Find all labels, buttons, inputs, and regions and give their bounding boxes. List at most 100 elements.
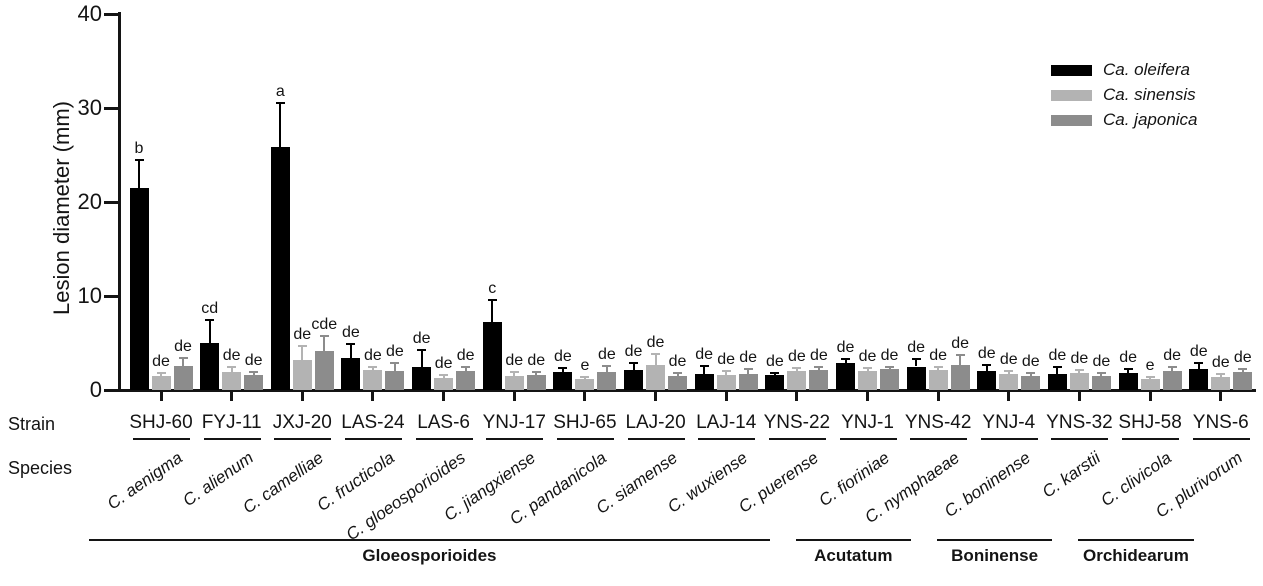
error-bar-stem bbox=[138, 159, 140, 188]
strain-underline bbox=[203, 438, 261, 440]
error-bar-cap bbox=[1074, 369, 1084, 372]
error-bar-stem bbox=[959, 355, 962, 365]
significance-letter: de bbox=[1070, 350, 1089, 368]
strain-underline bbox=[980, 438, 1038, 440]
bar bbox=[129, 187, 149, 390]
error-bar-stem bbox=[888, 366, 891, 370]
x-tick bbox=[1148, 392, 1152, 401]
bar bbox=[292, 359, 312, 390]
x-tick bbox=[512, 392, 516, 401]
strain-underline bbox=[768, 438, 826, 440]
species-row-label: Species bbox=[8, 458, 73, 478]
error-bar-stem bbox=[985, 364, 988, 372]
error-bar-cap bbox=[933, 365, 943, 368]
y-tick bbox=[104, 294, 118, 298]
significance-letter: de bbox=[342, 323, 360, 341]
x-tick bbox=[442, 392, 446, 401]
error-bar-stem bbox=[1197, 362, 1200, 370]
y-axis-line bbox=[118, 12, 121, 392]
strain-underline bbox=[910, 438, 968, 440]
significance-letter: de bbox=[977, 344, 996, 362]
error-bar-cap bbox=[1004, 370, 1014, 373]
strain-label: JXJ-20 bbox=[272, 412, 332, 433]
error-bar-stem bbox=[817, 366, 820, 371]
significance-letter: de bbox=[456, 347, 475, 365]
bar bbox=[363, 370, 383, 390]
bar bbox=[950, 364, 970, 390]
error-bar-cap bbox=[178, 357, 188, 360]
strain-label: LAS-6 bbox=[417, 412, 470, 433]
bar bbox=[1233, 372, 1253, 390]
bar bbox=[1118, 373, 1138, 390]
x-tick bbox=[724, 392, 728, 401]
x-tick bbox=[795, 392, 799, 401]
complex-label: Boninense bbox=[951, 546, 1039, 565]
strain-underline bbox=[274, 438, 332, 440]
significance-letter: de bbox=[597, 345, 616, 363]
significance-letter: de bbox=[739, 349, 758, 367]
strain-row-label: Strain bbox=[8, 414, 56, 434]
bar bbox=[575, 378, 595, 390]
bar bbox=[1047, 374, 1067, 390]
bar bbox=[668, 375, 688, 390]
bar bbox=[809, 370, 829, 390]
error-bar-stem bbox=[703, 365, 706, 374]
strain-underline bbox=[839, 438, 897, 440]
error-bar-stem bbox=[632, 362, 635, 371]
strain-underline bbox=[1122, 438, 1180, 440]
bar bbox=[1091, 375, 1111, 390]
bar bbox=[836, 362, 855, 390]
error-bar-stem bbox=[1078, 370, 1081, 374]
significance-letter: de bbox=[668, 353, 687, 371]
y-tick bbox=[104, 200, 118, 204]
significance-letter: de bbox=[624, 342, 643, 360]
bar bbox=[482, 322, 502, 390]
strain-label: YNJ-17 bbox=[482, 412, 546, 433]
bar bbox=[597, 372, 617, 390]
error-bar-stem bbox=[252, 372, 255, 375]
significance-letter: de bbox=[152, 353, 170, 371]
bar bbox=[999, 374, 1019, 390]
legend-swatch-sinensis bbox=[1051, 89, 1092, 101]
error-bar-stem bbox=[513, 372, 516, 376]
legend-swatch-japonica bbox=[1051, 114, 1092, 126]
error-bar-cap bbox=[558, 367, 568, 370]
legend-item-japonica: Ca. japonica bbox=[1051, 110, 1198, 129]
error-bar-stem bbox=[844, 358, 847, 363]
error-bar-cap bbox=[275, 102, 285, 105]
x-axis-line bbox=[118, 389, 1256, 392]
error-bar-stem bbox=[795, 368, 798, 372]
error-bar-cap bbox=[721, 370, 731, 373]
x-tick bbox=[936, 392, 940, 401]
error-bar-stem bbox=[1100, 373, 1103, 376]
error-bar-cap bbox=[249, 371, 259, 374]
x-tick bbox=[371, 392, 375, 401]
significance-letter: de bbox=[787, 348, 806, 366]
error-bar-stem bbox=[1127, 369, 1130, 374]
significance-letter: de bbox=[553, 348, 572, 366]
error-bar-cap bbox=[1167, 366, 1177, 369]
error-bar-cap bbox=[673, 372, 683, 375]
legend: Ca. oleifera Ca. sinensis Ca. japonica bbox=[1051, 60, 1198, 136]
bar bbox=[646, 364, 666, 390]
complex-label: Orchidearum bbox=[1083, 546, 1189, 565]
significance-letter: de bbox=[999, 351, 1018, 369]
error-bar-cap bbox=[227, 366, 237, 369]
significance-letter: de bbox=[836, 338, 855, 356]
error-bar-cap bbox=[863, 367, 872, 370]
y-tick bbox=[104, 106, 118, 110]
error-bar-cap bbox=[792, 367, 802, 370]
significance-letter: de bbox=[858, 348, 877, 366]
error-bar-cap bbox=[487, 298, 497, 301]
bar bbox=[906, 366, 926, 390]
error-bar-stem bbox=[279, 103, 282, 147]
bar bbox=[1211, 376, 1231, 390]
y-tick bbox=[104, 388, 118, 392]
error-bar-stem bbox=[654, 354, 657, 365]
error-bar-cap bbox=[134, 158, 144, 161]
error-bar-cap bbox=[743, 368, 753, 371]
error-bar-stem bbox=[561, 368, 564, 373]
error-bar-stem bbox=[323, 336, 326, 351]
bar bbox=[412, 367, 432, 390]
error-bar-stem bbox=[1171, 367, 1174, 372]
